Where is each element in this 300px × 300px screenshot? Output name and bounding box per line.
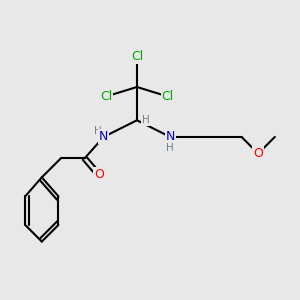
Text: Cl: Cl xyxy=(131,50,143,63)
Text: O: O xyxy=(253,147,263,160)
Text: H: H xyxy=(94,126,102,136)
Text: N: N xyxy=(166,130,175,143)
Text: H: H xyxy=(166,142,174,153)
Text: Cl: Cl xyxy=(162,90,174,103)
Text: N: N xyxy=(99,130,108,143)
Text: Cl: Cl xyxy=(100,90,112,103)
Text: O: O xyxy=(94,169,104,182)
Text: H: H xyxy=(142,115,149,125)
